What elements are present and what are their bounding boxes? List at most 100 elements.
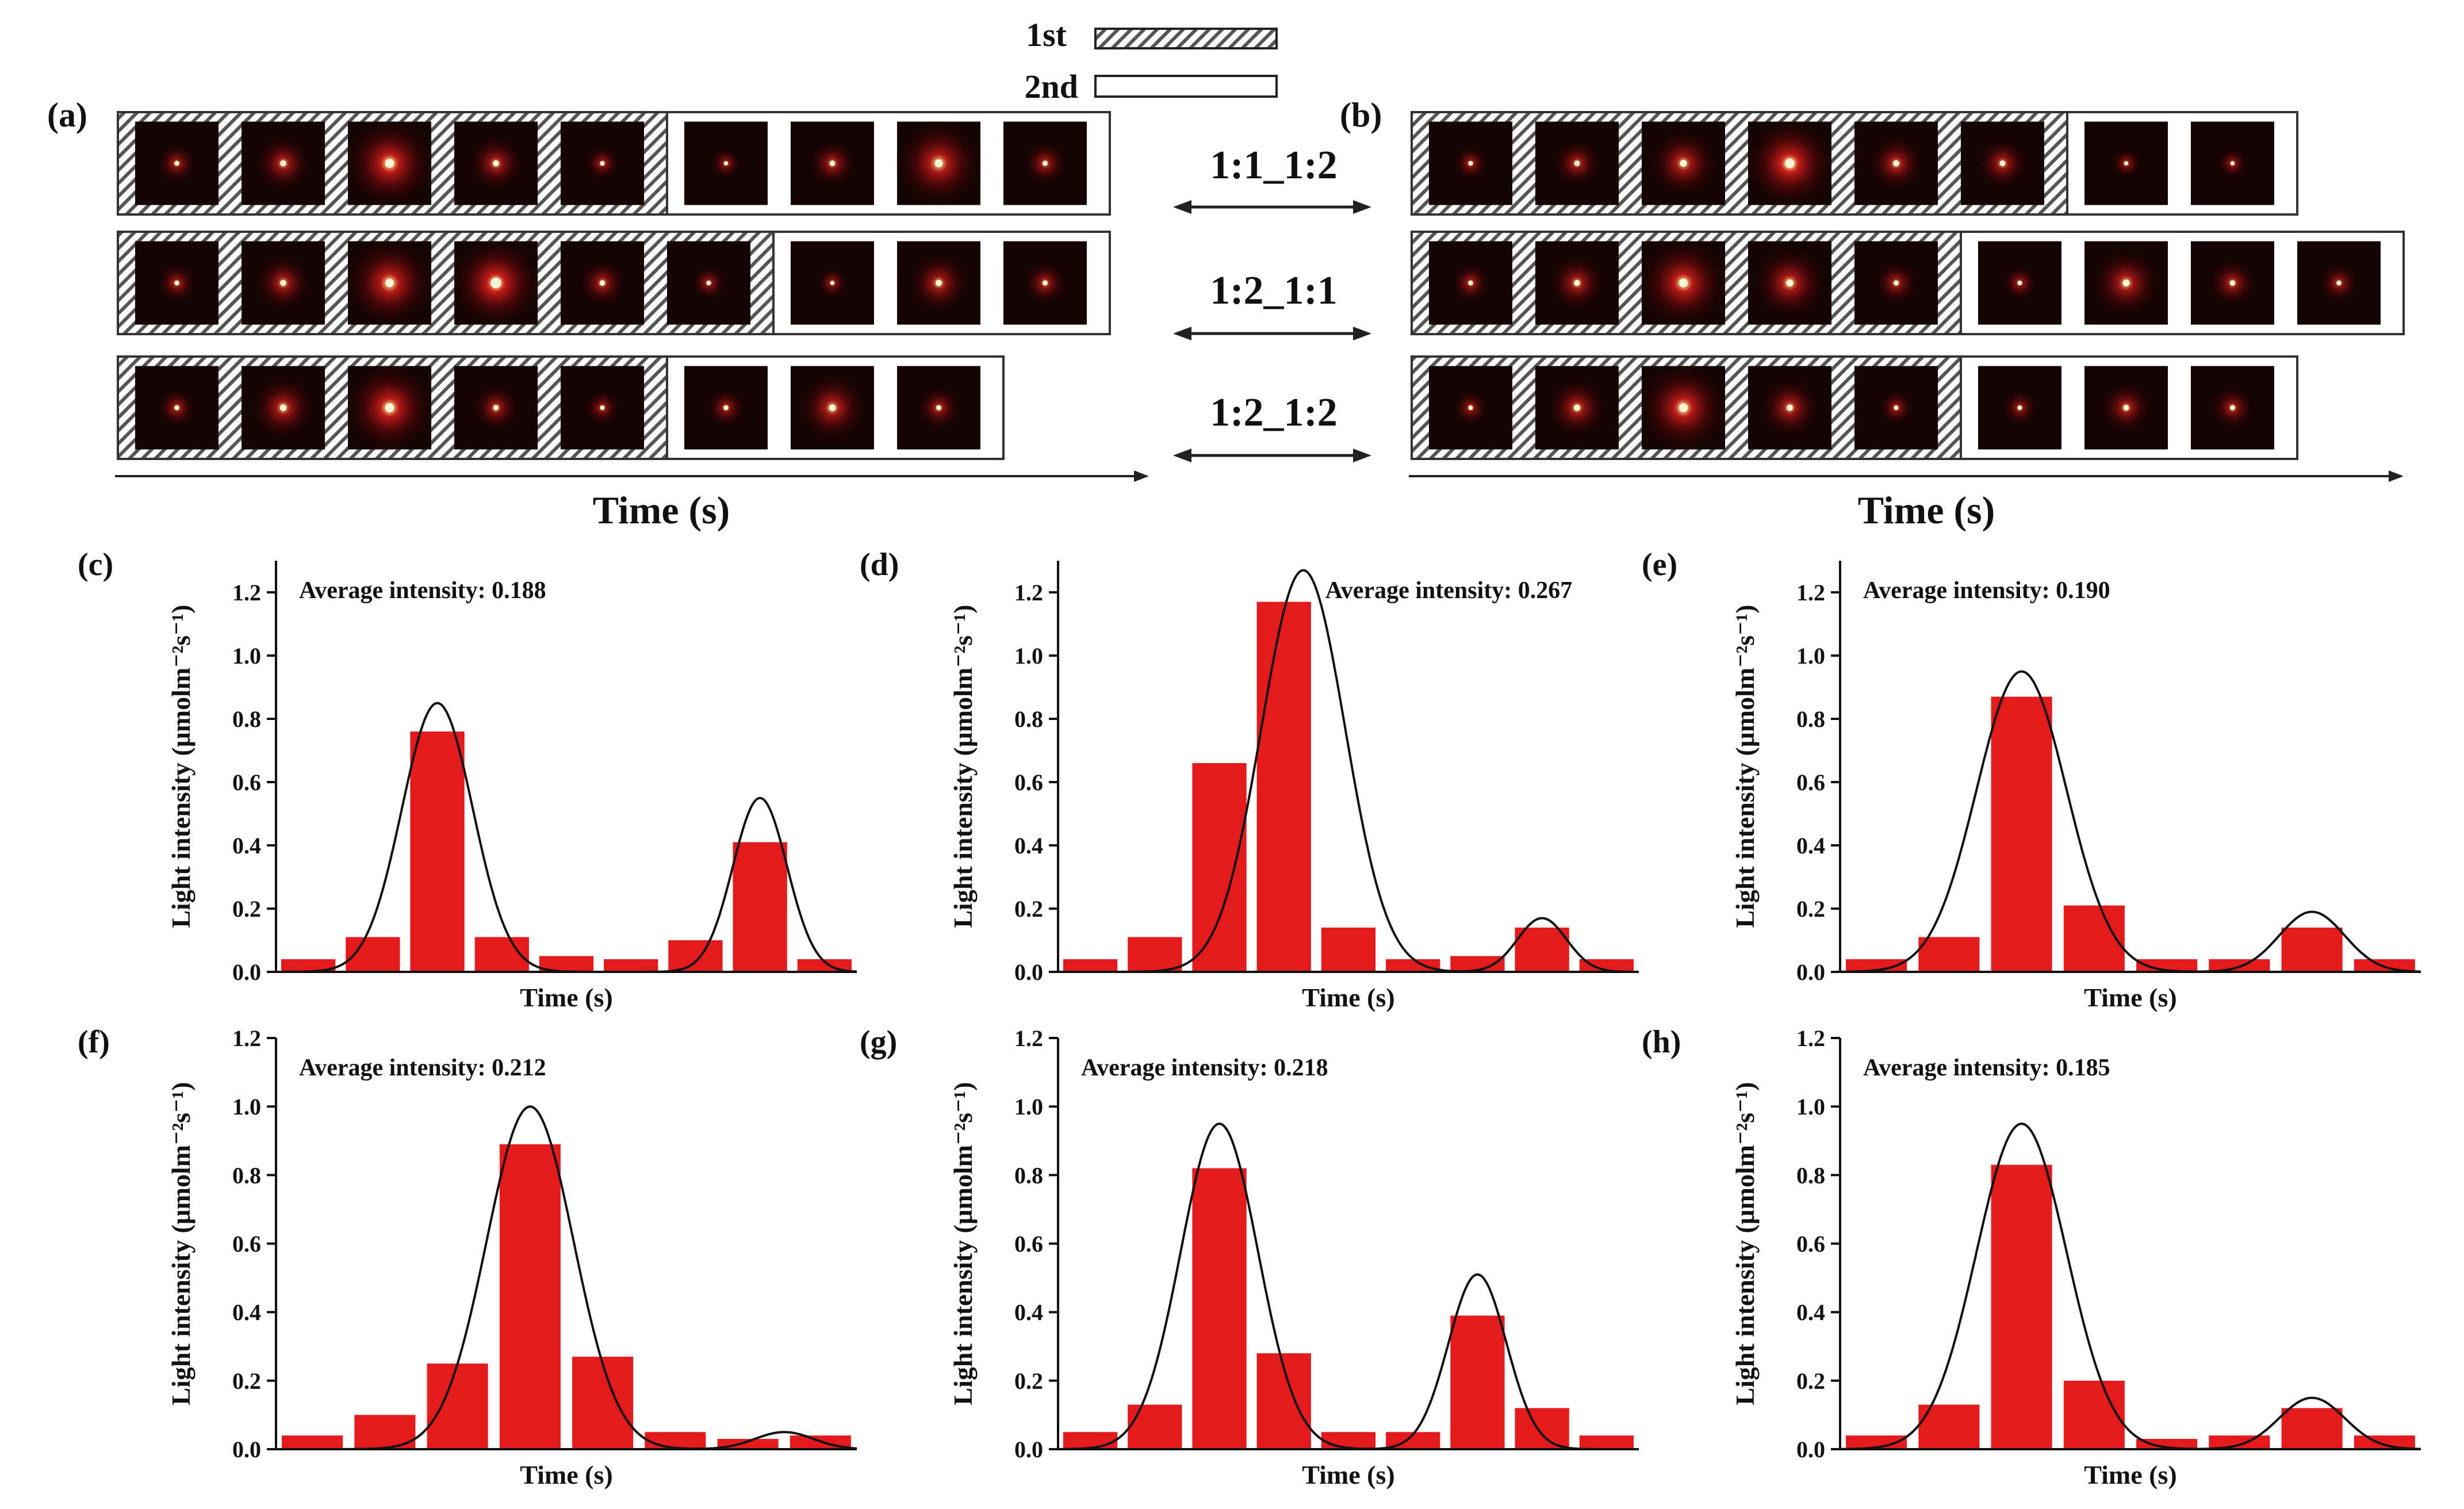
ratio-label-1: 1:1_1:2 (1210, 143, 1338, 187)
y-tick-label: 0.8 (1014, 1162, 1043, 1188)
first-stage-block (117, 231, 775, 335)
light-frame-thumbnail (684, 366, 768, 450)
light-frame-thumbnail (242, 241, 325, 325)
y-tick-label: 0.8 (232, 1162, 261, 1188)
y-tick-label: 1.2 (1014, 580, 1043, 606)
y-tick-label: 0.0 (1014, 1437, 1043, 1462)
panel-a-label: (a) (47, 96, 87, 134)
light-frame-thumbnail (2297, 241, 2381, 325)
panel-b-xlabel: Time (s) (1858, 488, 1995, 532)
bar (2063, 905, 2125, 972)
x-axis-label: Time (s) (2084, 983, 2176, 1012)
light-frame-thumbnail (242, 366, 325, 450)
bar (1991, 696, 2052, 972)
bar (1192, 763, 1247, 972)
light-frame-thumbnail (1961, 121, 2044, 205)
x-axis-label: Time (s) (520, 983, 612, 1012)
y-axis-label: Light intensity (μmolm⁻²s⁻¹) (948, 604, 978, 928)
bar (2354, 959, 2415, 972)
y-tick-label: 0.2 (1796, 1368, 1825, 1394)
y-tick-label: 0.0 (1796, 1437, 1825, 1462)
ratio-labels: 1:1_1:2 1:2_1:1 1:2_1:2 (1173, 143, 1371, 462)
y-tick-label: 0.0 (232, 1437, 261, 1462)
y-tick-label: 1.0 (1796, 643, 1825, 669)
panel-a-xlabel: Time (s) (593, 488, 730, 532)
light-frame-thumbnail (135, 121, 219, 205)
fit-curve (1840, 670, 2421, 973)
bar (1256, 602, 1311, 972)
y-tick-label: 0.2 (1796, 896, 1825, 922)
y-tick-label: 0.0 (232, 959, 261, 985)
chart-g: (g) 0.0 0.2 0.4 0.6 0.8 1.0 1.2 Average intensit… (860, 1024, 1639, 1489)
fit-curve (276, 1105, 857, 1450)
y-tick-label: 1.2 (1014, 1025, 1043, 1051)
fit-curve (1058, 1122, 1639, 1450)
bar (281, 959, 336, 972)
bar (1128, 937, 1182, 972)
y-tick-label: 0.2 (232, 896, 261, 922)
bar (1321, 1432, 1376, 1449)
y-tick-label: 1.0 (232, 1094, 261, 1120)
light-frame-thumbnail (1978, 366, 2061, 450)
panel-a-axis-arrow (1134, 470, 1149, 482)
light-frame-thumbnail (561, 241, 644, 325)
light-frame-thumbnail (450, 237, 542, 329)
light-frame-thumbnail (1429, 121, 1512, 205)
y-tick-label: 0.6 (1014, 769, 1043, 795)
bar (499, 1144, 561, 1449)
bar (572, 1357, 634, 1449)
light-frame-thumbnail (2191, 241, 2274, 325)
light-frame-thumbnail (1003, 121, 1087, 205)
bar (1846, 1435, 1907, 1449)
y-tick-label: 1.2 (1796, 580, 1825, 606)
average-intensity-annotation: Average intensity: 0.218 (1081, 1055, 1328, 1081)
light-frame-thumbnail (135, 366, 219, 450)
bar (733, 842, 787, 972)
light-frame-thumbnail (2191, 366, 2274, 450)
bar (1321, 928, 1376, 972)
bar (604, 959, 658, 972)
y-tick-label: 1.2 (232, 580, 261, 606)
light-frame-thumbnail (2084, 366, 2168, 450)
chart-panel-label: (f) (78, 1024, 110, 1060)
bar (1515, 1408, 1569, 1449)
bar (668, 940, 723, 972)
legend-first-swatch (1094, 28, 1278, 49)
panel-b-axis-arrow (2389, 470, 2404, 482)
y-tick-label: 1.0 (1796, 1094, 1825, 1120)
chart-panel-label: (h) (1642, 1024, 1681, 1060)
y-tick-label: 0.2 (232, 1368, 261, 1394)
panel-b-label: (b) (1340, 96, 1382, 134)
y-tick-label: 0.8 (1796, 1162, 1825, 1188)
y-tick-label: 0.4 (1014, 1300, 1043, 1326)
average-intensity-annotation: Average intensity: 0.188 (299, 577, 546, 604)
first-stage-block (1411, 111, 2068, 216)
light-frame-thumbnail (1854, 241, 1938, 325)
x-axis-label: Time (s) (520, 1460, 612, 1489)
x-axis-label: Time (s) (2084, 1460, 2176, 1489)
y-tick-label: 1.2 (1796, 1025, 1825, 1051)
legend: 1st 2nd (1024, 16, 1278, 105)
y-tick-label: 0.6 (1014, 1231, 1043, 1257)
light-frame-thumbnail (897, 241, 980, 325)
light-frame-thumbnail (2084, 241, 2168, 325)
y-tick-label: 1.0 (232, 643, 261, 669)
light-frame-thumbnail (242, 121, 325, 205)
y-axis-label: Light intensity (μmolm⁻²s⁻¹) (166, 1082, 196, 1405)
y-tick-label: 0.8 (1014, 706, 1043, 732)
chart-panel-label: (g) (860, 1024, 897, 1060)
panel-a-rows (117, 111, 1111, 460)
bar (427, 1364, 488, 1449)
light-frame-thumbnail (667, 241, 750, 325)
bar (2209, 1435, 2270, 1449)
y-tick-label: 0.6 (232, 1231, 261, 1257)
y-tick-label: 0.4 (232, 1300, 261, 1326)
light-frame-thumbnail (1748, 241, 1831, 325)
light-frame-thumbnail (1854, 121, 1938, 205)
bar (2281, 928, 2343, 972)
y-tick-label: 0.6 (232, 769, 261, 795)
chart-panel-label: (c) (78, 547, 113, 583)
light-frame-thumbnail (1637, 362, 1730, 454)
light-frame-thumbnail (1535, 241, 1619, 325)
